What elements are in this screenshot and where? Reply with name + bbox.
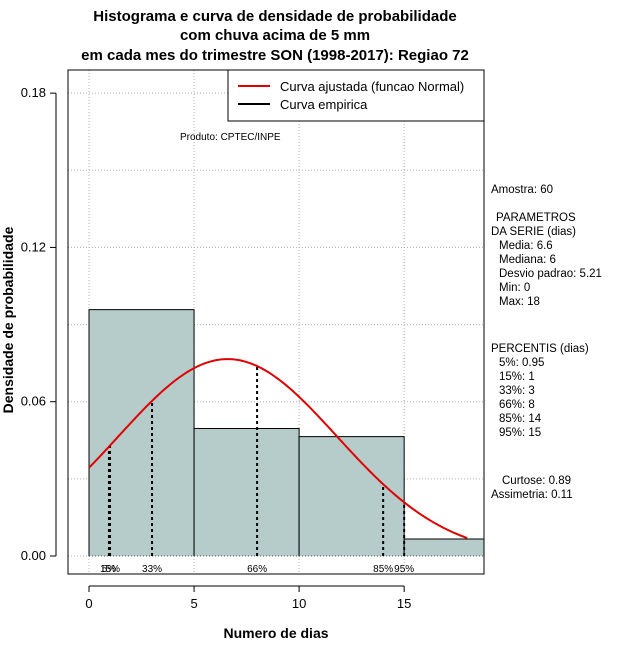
- y-tick-label: 0.18: [21, 85, 46, 100]
- x-tick-label: 5: [190, 596, 197, 611]
- legend: Curva ajustada (funcao Normal) Curva emp…: [227, 69, 485, 122]
- percentil-95: 95%: 15: [499, 427, 541, 439]
- legend-label-empirical: Curva empirica: [280, 97, 368, 112]
- percentile-label: 33%: [142, 564, 162, 575]
- percentil-5: 5%: 0.95: [499, 357, 544, 369]
- percentile-labels: 5%15% 33% 66% 85% 95%: [100, 564, 414, 575]
- y-tick-label: 0.06: [21, 394, 46, 409]
- x-axis-label: Numero de dias: [223, 625, 328, 641]
- y-tick-label: 0.12: [21, 239, 46, 254]
- percentile-label: 66%: [247, 564, 267, 575]
- legend-box: [227, 69, 485, 122]
- params-header-2: DA SERIE (dias): [491, 226, 576, 238]
- percentile-label: 95%: [394, 564, 414, 575]
- histogram-bar: [194, 428, 300, 556]
- y-tick-label: 0.00: [21, 548, 46, 563]
- legend-label-fit: Curva ajustada (funcao Normal): [280, 79, 464, 94]
- title-line-3: em cada mes do trimestre SON (1998-2017)…: [81, 47, 469, 64]
- title-line-2: com chuva acima de 5 mm: [180, 27, 370, 44]
- histogram-bar-outline: [403, 538, 484, 556]
- params-header-1: PARAMETROS: [496, 212, 576, 224]
- percentile-lines: [107, 366, 406, 556]
- histogram-bar: [299, 436, 405, 556]
- percentil-15: 15%: 1: [499, 371, 535, 383]
- histogram-bar: [404, 539, 484, 556]
- percentil-66: 66%: 8: [499, 399, 535, 411]
- title-line-1: Histograma e curva de densidade de proba…: [93, 8, 456, 25]
- percentile-label: 5%: [102, 564, 117, 575]
- percentis-header: PERCENTIS (dias): [491, 343, 589, 355]
- chart-title: Histograma e curva de densidade de proba…: [81, 8, 469, 64]
- param-media: Media: 6.6: [499, 240, 553, 252]
- stats-panel: Amostra: 60 PARAMETROS DA SERIE (dias) M…: [491, 184, 602, 501]
- x-tick-label: 10: [292, 596, 306, 611]
- histogram-bars: [88, 309, 484, 557]
- sample-size: Amostra: 60: [491, 184, 553, 196]
- percentil-85: 85%: 14: [499, 413, 542, 425]
- assimetria: Assimetria: 0.11: [491, 489, 573, 501]
- curtose: Curtose: 0.89: [502, 475, 571, 487]
- percentile-label: 85%: [373, 564, 393, 575]
- param-mediana: Mediana: 6: [499, 254, 556, 266]
- product-label: Produto: CPTEC/INPE: [180, 132, 281, 143]
- percentil-33: 33%: 3: [499, 385, 535, 397]
- x-tick-label: 15: [397, 596, 411, 611]
- y-axis-label: Densidade de probabilidade: [0, 226, 16, 413]
- axes: 0 5 10 15 0.00 0.06 0.12 0.18: [21, 85, 412, 611]
- normal-fit-curve: [88, 358, 468, 539]
- param-desvio: Desvio padrao: 5.21: [499, 268, 602, 280]
- percentile-label: 15%: [100, 564, 120, 575]
- histogram-bar-outline: [298, 436, 405, 556]
- density-curves: [88, 358, 468, 539]
- x-tick-label: 0: [85, 596, 92, 611]
- param-max: Max: 18: [499, 296, 540, 308]
- histogram-bar: [89, 309, 195, 556]
- param-min: Min: 0: [499, 282, 530, 294]
